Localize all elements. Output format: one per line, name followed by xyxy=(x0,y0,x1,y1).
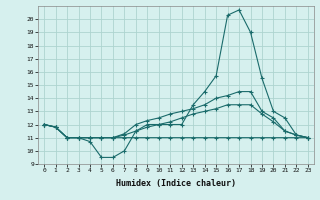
X-axis label: Humidex (Indice chaleur): Humidex (Indice chaleur) xyxy=(116,179,236,188)
